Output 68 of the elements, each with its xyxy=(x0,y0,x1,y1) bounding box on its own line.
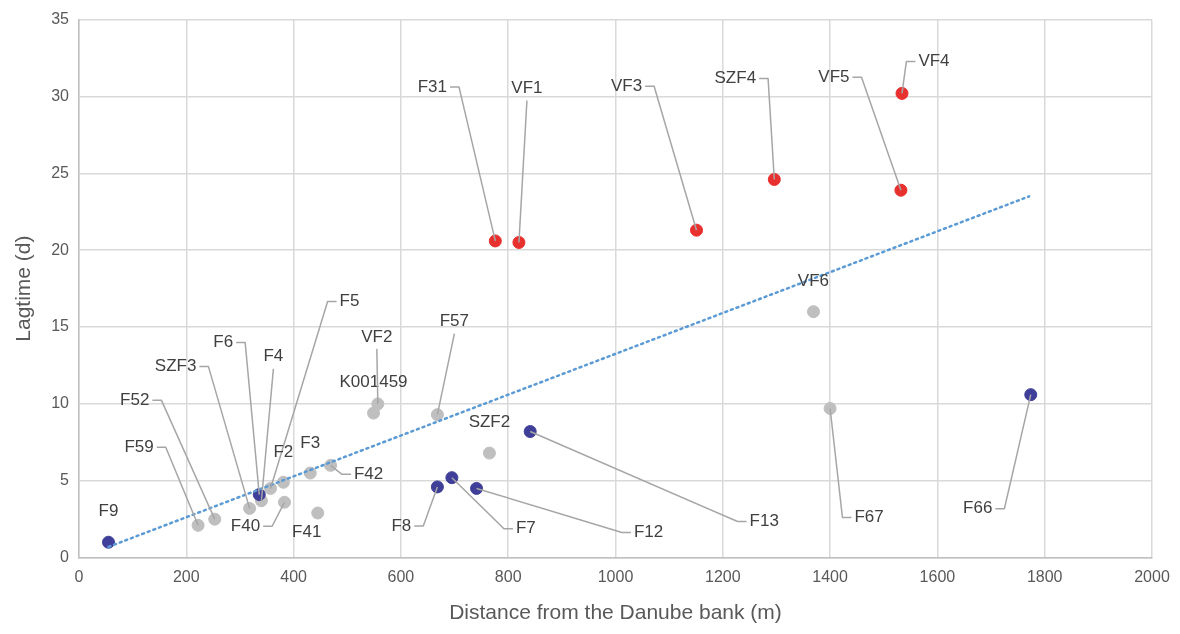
y-tick-label: 15 xyxy=(51,317,70,335)
annotation: VF3 xyxy=(610,75,643,95)
annotation: F2 xyxy=(273,441,294,461)
x-tick-label: 600 xyxy=(387,567,415,585)
annotation: F9 xyxy=(98,500,119,520)
point xyxy=(488,234,502,248)
annotation: F52 xyxy=(120,389,150,409)
point xyxy=(191,518,205,532)
point xyxy=(470,481,484,495)
y-tick-label: 20 xyxy=(51,240,70,258)
x-axis-title: Distance from the Danube bank (m) xyxy=(449,600,782,624)
annotation: F67 xyxy=(854,507,884,527)
annotation: K001459 xyxy=(339,371,408,391)
annotation: F4 xyxy=(263,346,284,366)
x-tick-label: 400 xyxy=(280,567,308,585)
point xyxy=(445,471,459,485)
annotation: SZF2 xyxy=(468,411,511,431)
annotation: F7 xyxy=(515,518,536,538)
annotation: SZF4 xyxy=(714,68,757,88)
point xyxy=(371,397,385,411)
x-tick-label: 1200 xyxy=(705,567,741,585)
point xyxy=(430,480,444,494)
point xyxy=(277,495,291,509)
x-tick-label: 1800 xyxy=(1026,567,1063,585)
point xyxy=(208,512,222,526)
point xyxy=(823,402,837,415)
y-tick-label: 5 xyxy=(60,471,70,489)
point xyxy=(243,501,257,515)
annotation: F57 xyxy=(439,311,470,331)
point xyxy=(690,223,704,237)
x-tick-label: 2000 xyxy=(1134,567,1170,585)
point xyxy=(1024,388,1038,402)
point xyxy=(894,183,908,197)
annotation: VF5 xyxy=(818,66,850,86)
annotation: F3 xyxy=(300,432,321,452)
y-tick-label: 10 xyxy=(51,394,70,412)
annotation: F13 xyxy=(749,511,779,531)
annotation: VF4 xyxy=(918,51,950,71)
annotation: F42 xyxy=(353,464,384,484)
x-tick-label: 1600 xyxy=(919,567,956,585)
y-tick-label: 0 xyxy=(60,548,70,566)
annotation: SZF3 xyxy=(154,356,197,376)
annotation: F8 xyxy=(391,515,412,535)
annotation: F41 xyxy=(292,521,322,541)
y-tick-label: 35 xyxy=(51,10,70,28)
annotation: VF2 xyxy=(361,326,393,346)
y-axis-title: Lagtime (d) xyxy=(11,235,35,342)
x-tick-label: 0 xyxy=(74,567,84,585)
annotation: F66 xyxy=(963,498,993,518)
x-tick-label: 200 xyxy=(172,567,200,585)
y-tick-label: 25 xyxy=(51,163,70,181)
annotation: VF1 xyxy=(511,78,543,98)
point xyxy=(806,305,820,319)
x-tick-label: 1400 xyxy=(812,567,848,585)
annotation: F59 xyxy=(124,437,154,457)
point xyxy=(523,425,537,439)
point xyxy=(482,446,496,460)
x-tick-label: 800 xyxy=(494,567,522,585)
annotation: F12 xyxy=(633,522,664,542)
annotation: F6 xyxy=(213,332,234,352)
annotation: VF6 xyxy=(797,271,830,291)
x-tick-label: 1000 xyxy=(597,567,634,585)
annotation: F31 xyxy=(417,76,447,96)
annotation: F40 xyxy=(230,515,261,535)
y-tick-label: 30 xyxy=(51,86,70,104)
point xyxy=(895,86,909,100)
annotation: F5 xyxy=(339,291,360,311)
point xyxy=(311,506,325,520)
